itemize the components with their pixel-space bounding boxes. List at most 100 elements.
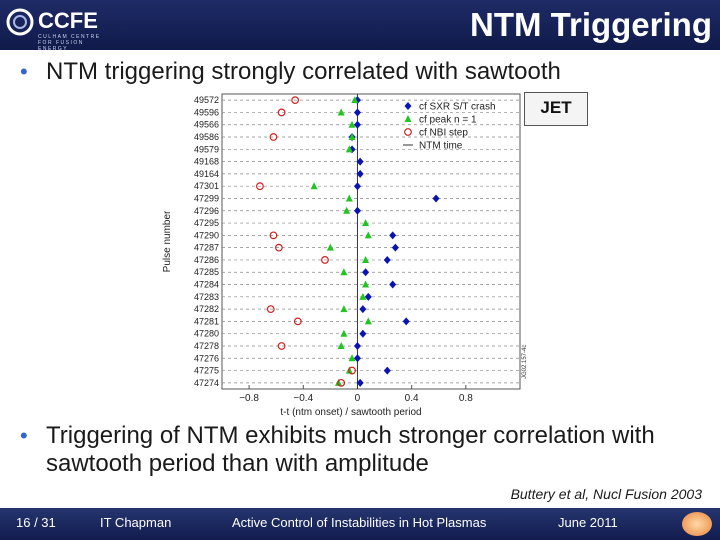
footer-author: IT Chapman <box>100 515 172 530</box>
legend-diamond-marker <box>404 102 412 110</box>
triangle-point <box>364 231 372 239</box>
diamond-point <box>353 120 361 129</box>
x-tick-label: 0.4 <box>405 393 419 404</box>
triangle-point <box>359 292 367 300</box>
triangle-point <box>348 354 356 362</box>
circle-point <box>291 96 300 105</box>
figure-id-label: JG02.157-4c <box>522 345 528 379</box>
circle-point <box>277 108 286 117</box>
ccfe-emblem-icon <box>6 8 34 36</box>
diamond-point <box>432 194 440 203</box>
triangle-point <box>343 206 351 214</box>
y-tick-label: 47299 <box>194 193 219 203</box>
y-tick-label: 47296 <box>194 206 219 216</box>
legend-entry: cf SXR S/T crash <box>419 102 496 113</box>
diamond-point <box>356 378 364 387</box>
slide-title: NTM Triggering <box>470 6 712 43</box>
diamond-point <box>402 317 410 326</box>
footer-date: June 2011 <box>558 515 618 530</box>
y-tick-label: 49572 <box>194 95 219 105</box>
circle-point <box>348 366 356 375</box>
diamond-point <box>356 157 364 166</box>
bullet-1-text: NTM triggering strongly correlated with … <box>46 58 561 85</box>
x-tick-label: −0.8 <box>239 393 259 404</box>
logo-subtext: CULHAM CENTRE FOR FUSION ENERGY <box>38 34 101 52</box>
x-tick-label: 0 <box>355 393 361 404</box>
diamond-point <box>353 341 361 350</box>
legend-circle-marker <box>404 128 412 136</box>
x-axis-label: t-t (ntm onset) / sawtooth period <box>280 407 421 418</box>
diamond-point <box>353 96 361 105</box>
triangle-point <box>364 317 372 325</box>
diamond-point <box>391 243 399 252</box>
y-tick-label: 49579 <box>194 144 219 154</box>
y-tick-label: 49586 <box>194 132 219 142</box>
y-tick-label: 47276 <box>194 353 219 363</box>
triangle-point <box>340 305 348 313</box>
diamond-point <box>362 268 370 277</box>
bullet-dot-icon: • <box>20 423 28 448</box>
triangle-point <box>310 182 318 190</box>
bullet-1: • NTM triggering strongly correlated wit… <box>20 58 561 86</box>
citation: Buttery et al, Nucl Fusion 2003 <box>510 486 702 502</box>
y-tick-label: 47282 <box>194 304 219 314</box>
y-tick-label: 47281 <box>194 316 219 326</box>
diamond-point <box>389 231 397 240</box>
triangle-point <box>337 341 345 349</box>
diamond-point <box>353 206 361 215</box>
legend-triangle-marker <box>404 115 412 122</box>
bullet-dot-icon: • <box>20 59 28 84</box>
y-tick-label: 47283 <box>194 292 219 302</box>
circle-point <box>269 231 278 240</box>
triangle-point <box>340 329 348 337</box>
scatter-chart: 49572 49596 49566 49586 49579 49168 49164 47301… <box>162 93 528 418</box>
y-tick-label: 49596 <box>194 107 219 117</box>
jet-label: JET <box>540 98 572 117</box>
footer-page-number: 16 / 31 <box>16 515 56 530</box>
circle-point <box>256 182 264 191</box>
legend-entry: NTM time <box>419 141 463 152</box>
circle-point <box>269 133 278 141</box>
header-bar: CCFE CULHAM CENTRE FOR FUSION ENERGY NTM… <box>0 0 720 52</box>
triangle-point <box>351 96 359 104</box>
diamond-point <box>389 280 397 289</box>
triangle-point <box>362 219 370 227</box>
diamond-point <box>383 366 391 375</box>
y-tick-label: 47301 <box>194 181 219 191</box>
y-tick-label: 47284 <box>194 280 219 290</box>
footer-topic: Active Control of Instabilities in Hot P… <box>232 515 487 530</box>
legend-entry: cf NBI step <box>419 128 468 139</box>
triangle-point <box>337 108 345 116</box>
footer-bar: 16 / 31 IT Chapman Active Control of Ins… <box>0 508 720 540</box>
y-tick-label: 47290 <box>194 230 219 240</box>
ccfe-logo: CCFE CULHAM CENTRE FOR FUSION ENERGY <box>6 4 116 52</box>
diamond-point <box>353 108 361 117</box>
jet-label-box: JET <box>524 92 588 126</box>
diamond-point <box>364 292 372 301</box>
triangle-point <box>345 145 353 153</box>
diamond-point <box>359 329 367 338</box>
triangle-point <box>362 280 370 288</box>
y-tick-label: 47275 <box>194 366 219 376</box>
y-tick-label: 47295 <box>194 218 219 228</box>
y-tick-label: 47286 <box>194 255 219 265</box>
footer-logo-icon <box>682 512 712 536</box>
bullet-2: • Triggering of NTM exhibits much strong… <box>20 422 706 478</box>
triangle-point <box>348 133 356 141</box>
diamond-point <box>353 182 361 191</box>
circle-point <box>266 305 275 314</box>
triangle-point <box>326 243 334 251</box>
triangle-point <box>348 120 356 128</box>
diamond-point <box>353 354 361 363</box>
logo-text: CCFE <box>38 8 98 33</box>
y-tick-label: 47278 <box>194 341 219 351</box>
diamond-point <box>359 305 367 314</box>
x-tick-label: −0.4 <box>293 393 313 404</box>
triangle-point <box>340 268 348 276</box>
y-tick-label: 47287 <box>194 243 219 253</box>
y-tick-label: 47274 <box>194 378 219 388</box>
y-tick-label: 49168 <box>194 157 219 167</box>
y-axis-label: Pulse number <box>162 210 173 272</box>
bullet-2-text: Triggering of NTM exhibits much stronger… <box>46 422 655 477</box>
circle-point <box>337 378 346 387</box>
